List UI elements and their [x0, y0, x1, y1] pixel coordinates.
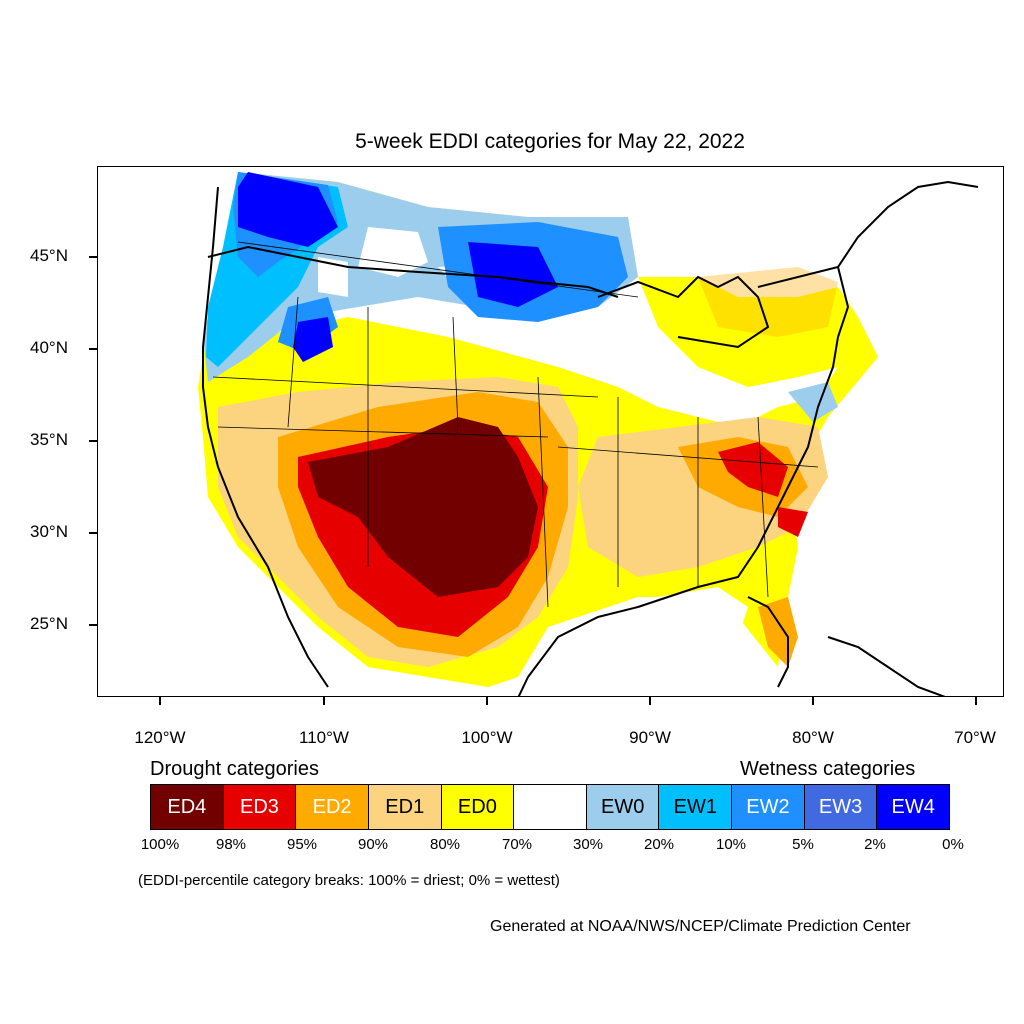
ew0-region-northeast — [788, 382, 838, 422]
wetness-categories-heading: Wetness categories — [740, 758, 916, 780]
legend-label: ED4 — [167, 795, 207, 818]
coastlines — [202, 180, 979, 696]
ed2-region-greatlakes — [698, 267, 838, 337]
legend-cell-ew1: EW1 — [659, 785, 733, 829]
percentile-label: 2% — [864, 836, 886, 853]
legend-label: EW0 — [600, 795, 645, 818]
credit-line: Generated at NOAA/NWS/NCEP/Climate Predi… — [490, 918, 911, 935]
legend-label: ED1 — [385, 795, 425, 818]
legend-cell-ew0: EW0 — [586, 785, 660, 829]
lat-label: 40°N — [30, 338, 68, 357]
percentile-label: 95% — [286, 836, 318, 853]
lon-tick — [975, 697, 977, 705]
legend-cell-ed4: ED4 — [151, 785, 224, 829]
legend-cell-ed2: ED2 — [296, 785, 369, 829]
ed4-region-southwest — [308, 417, 538, 597]
ew4-region-northwest — [238, 172, 338, 362]
lat-tick — [89, 532, 97, 534]
lat-tick — [89, 624, 97, 626]
percentile-label: 5% — [792, 836, 814, 853]
percentile-label: 30% — [572, 836, 604, 853]
percentile-label: 20% — [643, 836, 675, 853]
lon-label: 70°W — [954, 728, 996, 747]
percentile-label: 0% — [942, 836, 964, 853]
legend-cell-neutral — [514, 785, 587, 829]
lat-label: 35°N — [30, 430, 68, 449]
lon-label: 110°W — [299, 728, 349, 747]
legend-cell-ew2: EW2 — [732, 785, 805, 829]
lat-tick — [89, 256, 97, 258]
lon-tick — [649, 697, 651, 705]
legend-cell-ed3: ED3 — [223, 785, 297, 829]
legend-cell-ew4: EW4 — [877, 785, 950, 829]
legend-label: EW3 — [818, 795, 863, 818]
lon-label: 120°W — [134, 728, 186, 747]
state-boundaries — [212, 241, 819, 608]
legend-label: EW1 — [673, 795, 717, 818]
legend-label: ED0 — [457, 795, 497, 818]
percentile-label: 80% — [429, 836, 461, 853]
legend-bar: ED4 ED3 ED2 ED1 ED0 EW0 EW1 EW2 EW3 EW4 — [150, 784, 950, 830]
lon-label: 100°W — [461, 728, 513, 747]
lat-tick — [89, 440, 97, 442]
legend-cell-ed1: ED1 — [368, 785, 442, 829]
percentile-label: 98% — [215, 836, 247, 853]
map-title: 5-week EDDI categories for May 22, 2022 — [355, 130, 745, 153]
percentile-label: 100% — [140, 836, 180, 853]
drought-categories-heading: Drought categories — [150, 758, 319, 780]
lon-tick — [812, 697, 814, 705]
neutral-region-florida-gulf — [658, 587, 748, 637]
percentile-label: 90% — [357, 836, 389, 853]
eddi-map — [198, 172, 979, 696]
lat-label: 45°N — [30, 246, 68, 265]
lon-tick — [486, 697, 488, 705]
lon-label: 80°W — [792, 728, 834, 747]
legend-label: ED2 — [312, 795, 352, 818]
percentile-label: 70% — [501, 836, 533, 853]
lon-tick — [323, 697, 325, 705]
category-footnote: (EDDI-percentile category breaks: 100% =… — [138, 872, 560, 889]
legend-label: EW2 — [746, 795, 790, 818]
legend-label: EW4 — [891, 795, 935, 818]
ew4-region-northplains — [468, 242, 558, 307]
ed3-region-southeast — [718, 442, 808, 537]
lon-tick — [159, 697, 161, 705]
legend-label: ED3 — [240, 795, 279, 818]
lat-label: 30°N — [30, 522, 68, 541]
legend-cell-ed0: ED0 — [441, 785, 515, 829]
lat-label: 25°N — [30, 614, 68, 633]
lat-tick — [89, 348, 97, 350]
percentile-label: 10% — [715, 836, 747, 853]
legend-cell-ew3: EW3 — [804, 785, 878, 829]
map-panel — [97, 166, 1004, 697]
lon-label: 90°W — [629, 728, 671, 747]
